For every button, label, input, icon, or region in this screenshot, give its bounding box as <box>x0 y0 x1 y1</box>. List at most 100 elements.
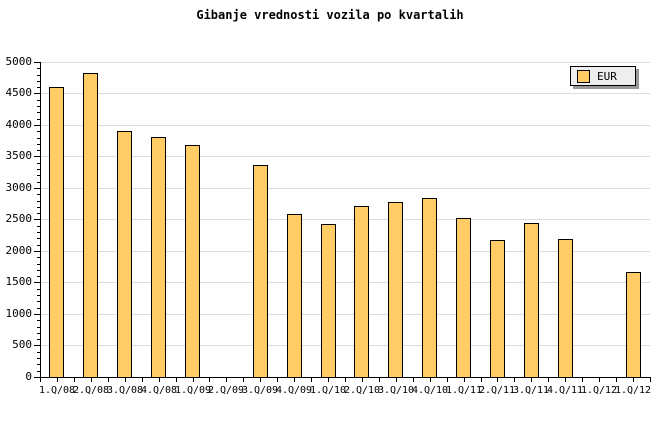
y-major-tick <box>34 314 40 315</box>
y-minor-tick <box>37 289 40 290</box>
x-tick <box>311 378 312 382</box>
y-minor-tick <box>37 169 40 170</box>
y-minor-tick <box>37 81 40 82</box>
y-minor-tick <box>37 295 40 296</box>
y-minor-tick <box>37 131 40 132</box>
x-tick <box>396 378 397 382</box>
legend-swatch-icon <box>577 69 590 83</box>
bar <box>253 165 268 377</box>
y-minor-tick <box>37 138 40 139</box>
x-tick <box>142 378 143 382</box>
x-tick-label: 1.Q/08 <box>38 385 76 396</box>
x-tick <box>243 378 244 382</box>
y-minor-tick <box>37 100 40 101</box>
x-tick-label: 4.Q/09 <box>275 385 313 396</box>
x-tick <box>599 378 600 382</box>
gridline <box>41 345 650 346</box>
y-minor-tick <box>37 270 40 271</box>
x-tick <box>447 378 448 382</box>
bar <box>117 131 132 377</box>
y-minor-tick <box>37 144 40 145</box>
x-tick-label: 4.Q/11 <box>546 385 584 396</box>
y-minor-tick <box>37 245 40 246</box>
bar <box>490 240 505 377</box>
y-minor-tick <box>37 339 40 340</box>
bar <box>83 73 98 377</box>
y-minor-tick <box>37 308 40 309</box>
y-minor-tick <box>37 238 40 239</box>
x-tick <box>176 378 177 382</box>
y-minor-tick <box>37 106 40 107</box>
y-tick-label: 3000 <box>5 181 33 194</box>
x-tick <box>40 378 41 382</box>
y-major-tick <box>34 282 40 283</box>
y-minor-tick <box>37 358 40 359</box>
legend-label: EUR <box>597 69 617 83</box>
x-tick-label: 2.Q/10 <box>343 385 381 396</box>
x-tick <box>582 378 583 382</box>
x-tick <box>481 378 482 382</box>
x-tick <box>548 378 549 382</box>
y-major-tick <box>34 62 40 63</box>
y-tick-label: 500 <box>12 338 32 351</box>
x-tick <box>379 378 380 382</box>
x-tick <box>193 378 194 382</box>
gridline <box>41 314 650 315</box>
y-minor-tick <box>37 226 40 227</box>
y-major-tick <box>34 125 40 126</box>
y-tick-label: 4000 <box>5 118 33 131</box>
y-minor-tick <box>37 201 40 202</box>
y-minor-tick <box>37 257 40 258</box>
gridline <box>41 188 650 189</box>
x-tick <box>514 378 515 382</box>
bar <box>151 137 166 377</box>
y-minor-tick <box>37 182 40 183</box>
x-tick <box>616 378 617 382</box>
y-minor-tick <box>37 213 40 214</box>
x-tick-label: 4.Q/10 <box>411 385 449 396</box>
bar <box>422 198 437 377</box>
x-tick <box>464 378 465 382</box>
x-tick-label: 3.Q/11 <box>512 385 550 396</box>
y-minor-tick <box>37 87 40 88</box>
gridline <box>41 93 650 94</box>
x-tick <box>125 378 126 382</box>
x-tick-label: 1.Q/12 <box>580 385 618 396</box>
x-tick-label: 2.Q/09 <box>207 385 245 396</box>
bar <box>388 202 403 377</box>
y-tick-label: 1500 <box>5 275 33 288</box>
y-major-tick <box>34 93 40 94</box>
y-minor-tick <box>37 163 40 164</box>
y-tick-label: 2000 <box>5 244 33 257</box>
x-tick-label: 1.Q/11 <box>445 385 483 396</box>
bar <box>287 214 302 377</box>
x-tick-label: 3.Q/09 <box>241 385 279 396</box>
x-tick <box>209 378 210 382</box>
bar <box>354 206 369 377</box>
x-tick <box>294 378 295 382</box>
y-minor-tick <box>37 150 40 151</box>
x-tick <box>633 378 634 382</box>
x-tick-label: 2.Q/11 <box>478 385 516 396</box>
bar <box>524 223 539 377</box>
y-minor-tick <box>37 232 40 233</box>
x-tick-label: 1.Q/10 <box>309 385 347 396</box>
y-minor-tick <box>37 276 40 277</box>
y-minor-tick <box>37 301 40 302</box>
x-tick-label: 1.Q/09 <box>174 385 212 396</box>
bar <box>626 272 641 377</box>
x-tick <box>74 378 75 382</box>
legend: EUR <box>570 66 636 86</box>
bar <box>456 218 471 377</box>
y-axis-line <box>40 62 41 378</box>
y-tick-label: 1000 <box>5 307 33 320</box>
gridline <box>41 282 650 283</box>
x-tick <box>260 378 261 382</box>
x-tick <box>108 378 109 382</box>
y-major-tick <box>34 251 40 252</box>
gridline <box>41 251 650 252</box>
y-minor-tick <box>37 75 40 76</box>
x-tick <box>226 378 227 382</box>
gridline <box>41 219 650 220</box>
x-tick <box>650 378 651 382</box>
